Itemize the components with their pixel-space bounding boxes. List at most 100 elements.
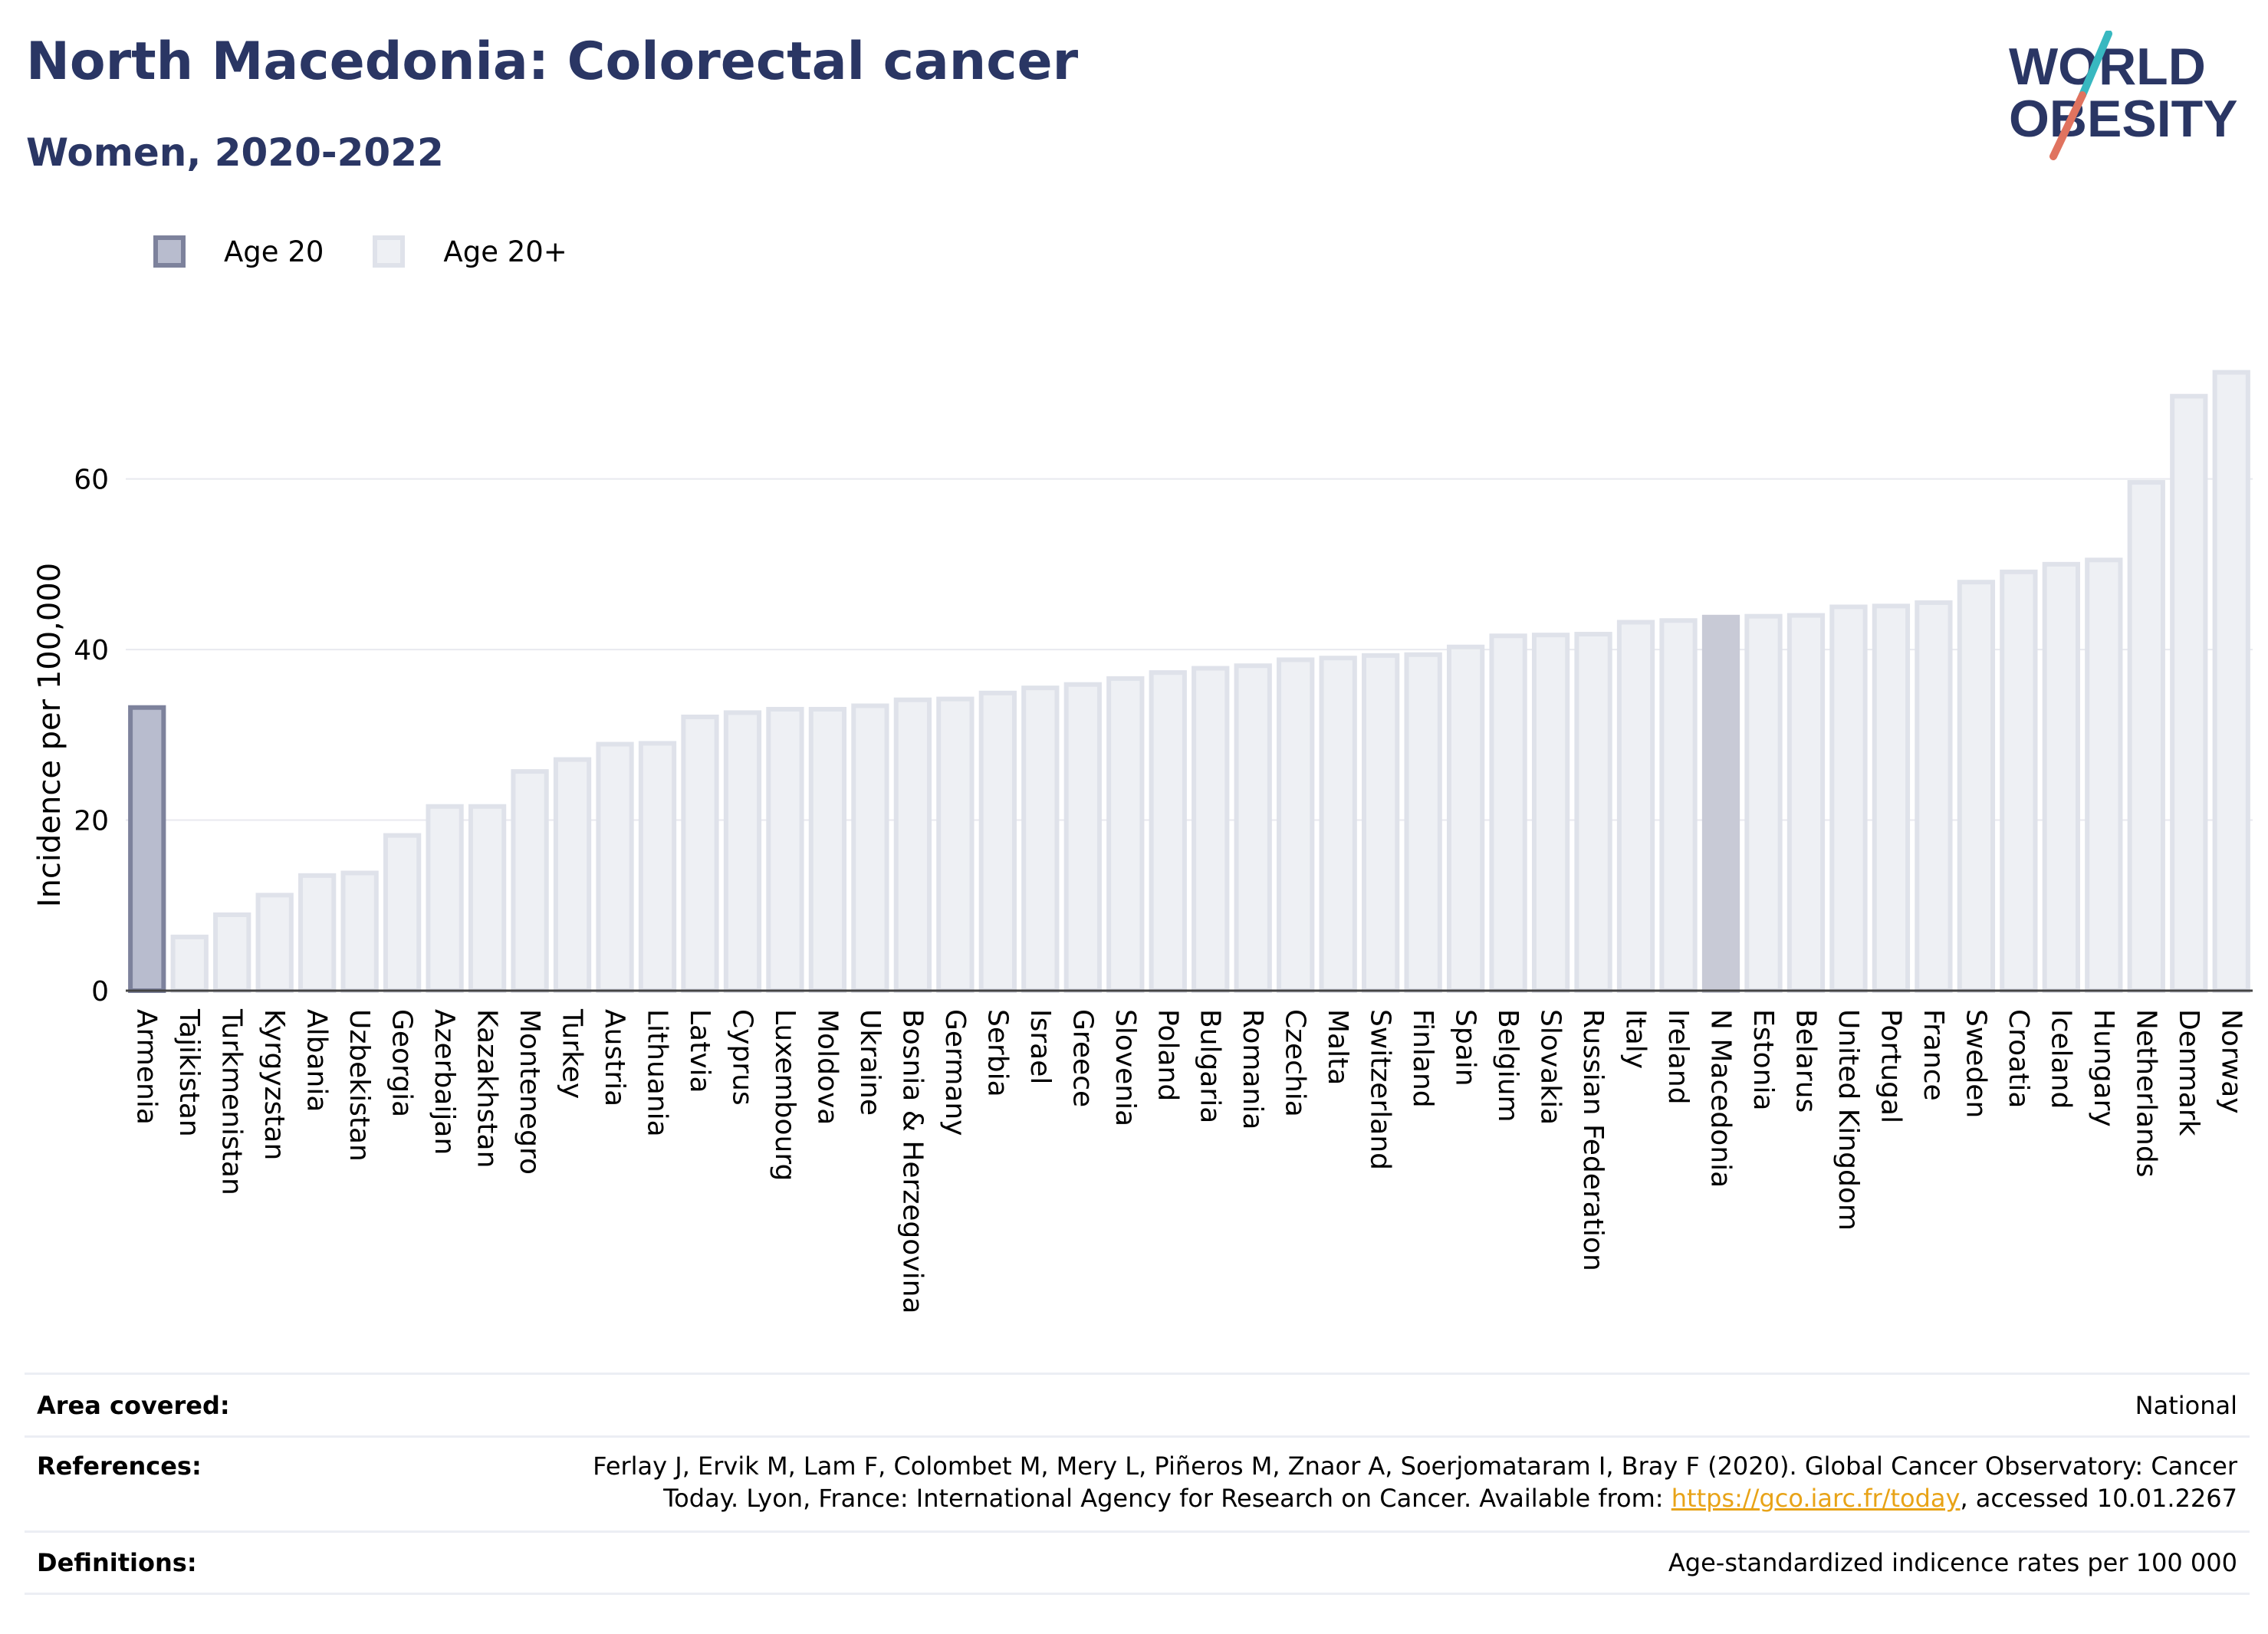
y-axis-label: Incidence per 100,000 bbox=[32, 563, 67, 908]
logo-word-obesity: OBESITY bbox=[2009, 90, 2238, 148]
legend-swatch-age-20 bbox=[153, 235, 186, 268]
x-tick-label: Kyrgyzstan bbox=[258, 1009, 290, 1160]
bar-hungary bbox=[2085, 557, 2123, 993]
bar-finland bbox=[1404, 652, 1442, 994]
bar-sweden bbox=[1957, 580, 1996, 993]
bar-latvia bbox=[681, 714, 719, 993]
x-tick-label: Sweden bbox=[1960, 1009, 1991, 1118]
logo-slash-coral bbox=[2049, 91, 2086, 160]
x-tick-label: Tajikistan bbox=[173, 1008, 205, 1137]
x-tick-label: Iceland bbox=[2045, 1009, 2076, 1109]
bar-belgium bbox=[1489, 633, 1527, 993]
x-tick-label: Hungary bbox=[2088, 1009, 2119, 1127]
references-line-2-start: Today. Lyon, France: International Agenc… bbox=[663, 1484, 1671, 1513]
info-row-references: References: Ferlay J, Ervik M, Lam F, Co… bbox=[25, 1435, 2250, 1530]
bar-slovakia bbox=[1531, 633, 1570, 993]
x-tick-label: Romania bbox=[1237, 1009, 1268, 1129]
bar-bulgaria bbox=[1192, 666, 1230, 993]
x-tick-label: Azerbaijan bbox=[429, 1009, 460, 1155]
x-tick-label: Montenegro bbox=[514, 1009, 545, 1175]
chart-legend: Age 20 Age 20+ bbox=[153, 228, 616, 275]
x-tick-label: Austria bbox=[599, 1009, 630, 1106]
legend-label-age-20: Age 20 bbox=[224, 235, 324, 268]
bar-iceland bbox=[2042, 561, 2080, 993]
bar-portugal bbox=[1872, 603, 1911, 993]
bar-turkmenistan bbox=[213, 912, 251, 993]
x-tick-label: Slovenia bbox=[1109, 1009, 1141, 1126]
x-tick-label: Italy bbox=[1620, 1009, 1652, 1069]
x-tick-label: Belarus bbox=[1790, 1009, 1821, 1113]
bar-romania bbox=[1234, 663, 1272, 994]
bar-ireland bbox=[1659, 618, 1698, 993]
x-tick-label: France bbox=[1918, 1009, 1949, 1101]
bar-norway bbox=[2212, 370, 2250, 993]
bar-greece bbox=[1063, 682, 1102, 993]
bar-denmark bbox=[2170, 393, 2208, 993]
x-tick-label: Slovakia bbox=[1535, 1009, 1566, 1125]
x-tick-label: Bulgaria bbox=[1195, 1009, 1226, 1123]
x-tick-label: Albania bbox=[301, 1009, 333, 1112]
x-tick-label: Croatia bbox=[2003, 1009, 2034, 1108]
bar-azerbaijan bbox=[426, 804, 464, 993]
x-tick-label: Luxembourg bbox=[769, 1009, 800, 1181]
definitions-label: Definitions: bbox=[37, 1548, 197, 1577]
x-tick-label: Israel bbox=[1024, 1009, 1056, 1084]
y-tick-label: 40 bbox=[74, 635, 109, 666]
bar-kyrgyzstan bbox=[255, 893, 294, 994]
x-tick-label: Latvia bbox=[684, 1009, 715, 1093]
x-tick-label: Netherlands bbox=[2130, 1009, 2161, 1177]
x-tick-label: Spain bbox=[1450, 1009, 1481, 1087]
x-tick-label: Finland bbox=[1407, 1009, 1438, 1108]
references-link[interactable]: https://gco.iarc.fr/today bbox=[1671, 1484, 1961, 1513]
bar-lithuania bbox=[638, 741, 677, 994]
x-tick-label: Moldova bbox=[811, 1009, 843, 1125]
bar-switzerland bbox=[1362, 653, 1400, 993]
x-tick-label: Serbia bbox=[981, 1009, 1013, 1097]
bar-poland bbox=[1149, 670, 1187, 993]
x-tick-label: Norway bbox=[2215, 1009, 2247, 1114]
logo-word-world: WORLD bbox=[2009, 38, 2206, 96]
x-tick-label: N Macedonia bbox=[1705, 1009, 1737, 1188]
bar-united-kingdom bbox=[1829, 604, 1868, 993]
x-tick-label: Bosnia & Herzegovina bbox=[896, 1009, 928, 1313]
x-tick-label: Turkmenistan bbox=[216, 1008, 248, 1195]
x-tick-label: Uzbekistan bbox=[343, 1009, 375, 1162]
chart-title: North Macedonia: Colorectal cancer bbox=[26, 31, 1079, 92]
x-tick-label: Greece bbox=[1067, 1009, 1098, 1107]
bar-georgia bbox=[383, 833, 422, 993]
x-tick-label: Georgia bbox=[386, 1009, 418, 1117]
x-tick-label: Poland bbox=[1152, 1009, 1183, 1101]
y-tick-label: 0 bbox=[91, 976, 109, 1008]
bar-kazakhstan bbox=[468, 804, 507, 993]
legend-item-age-20-plus[interactable]: Age 20+ bbox=[373, 235, 567, 268]
references-value: Ferlay J, Ervik M, Lam F, Colombet M, Me… bbox=[593, 1450, 2237, 1514]
bar-israel bbox=[1021, 685, 1060, 993]
bar-luxembourg bbox=[766, 706, 804, 993]
bar-netherlands bbox=[2127, 480, 2165, 993]
bar-bosnia-herzegovina bbox=[893, 697, 932, 993]
bar-belarus bbox=[1786, 613, 1826, 993]
bar-montenegro bbox=[511, 769, 549, 994]
bar-serbia bbox=[978, 690, 1017, 993]
area-covered-value: National bbox=[2135, 1390, 2237, 1420]
bar-moldova bbox=[808, 706, 847, 993]
chart-subtitle: Women, 2020-2022 bbox=[26, 130, 444, 175]
bar-austria bbox=[596, 741, 634, 993]
x-tick-label: Cyprus bbox=[726, 1009, 758, 1106]
bar-czechia bbox=[1277, 657, 1315, 993]
legend-label-age-20-plus: Age 20+ bbox=[443, 235, 567, 268]
bar-cyprus bbox=[723, 710, 762, 993]
bar-chart: 0 20 40 60 Incidence per 100,000 Armenia Tajik… bbox=[32, 370, 2253, 1313]
bar-malta bbox=[1319, 656, 1357, 993]
x-tick-label: Denmark bbox=[2173, 1009, 2204, 1136]
y-tick-label: 20 bbox=[74, 806, 109, 837]
x-tick-label: Switzerland bbox=[1365, 1009, 1396, 1170]
x-tick-label: Estonia bbox=[1747, 1009, 1779, 1111]
bar-n-macedonia bbox=[1701, 614, 1740, 993]
bar-turkey bbox=[553, 757, 592, 993]
bar-tajikistan bbox=[170, 934, 209, 994]
info-table: Area covered: National References: Ferla… bbox=[25, 1373, 2250, 1595]
bar-albania bbox=[298, 873, 337, 993]
bar-spain bbox=[1446, 644, 1485, 993]
legend-item-age-20[interactable]: Age 20 bbox=[153, 235, 324, 268]
